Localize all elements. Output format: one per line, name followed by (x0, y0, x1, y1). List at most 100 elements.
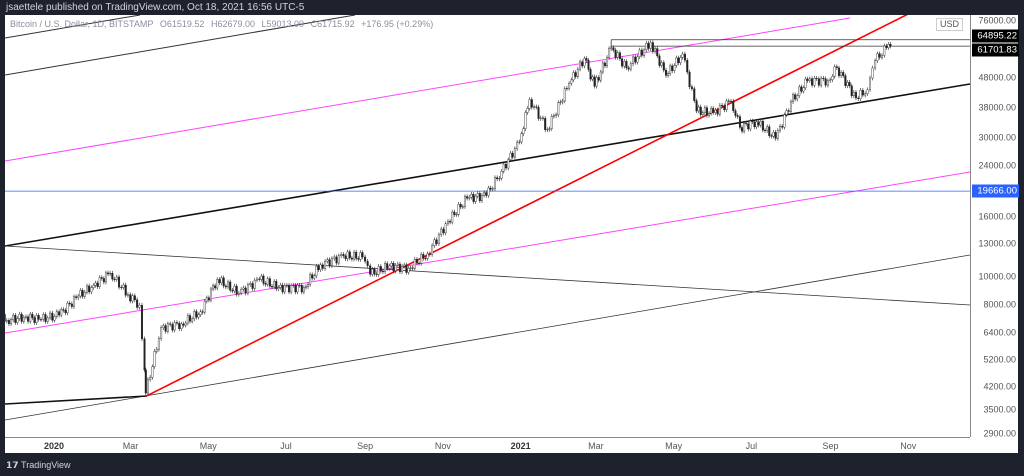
candle-body (603, 62, 606, 67)
candle-body (766, 126, 769, 131)
candle-body (474, 195, 477, 202)
candle-body (180, 323, 183, 330)
candle-body (840, 72, 843, 76)
candle-body (541, 117, 544, 119)
candle-body (636, 56, 639, 63)
candle-body (871, 67, 874, 79)
candle-body (366, 261, 369, 267)
candle-body (266, 278, 269, 285)
candle-body (829, 79, 832, 81)
candle-body (593, 76, 596, 87)
price-tick-label: 8000.00 (983, 299, 1016, 310)
candle-body (131, 295, 134, 302)
candle-body (606, 57, 609, 67)
candle-body (205, 297, 208, 302)
chart-pane[interactable] (5, 15, 1018, 453)
candle-body (850, 85, 853, 97)
candle-body (433, 239, 436, 246)
candle-body (683, 53, 686, 61)
candle-body (285, 284, 288, 286)
candle-body (262, 275, 265, 284)
candle-body (222, 277, 225, 287)
publish-info: jsaettele published on TradingView.com, … (6, 2, 305, 13)
candle-body (398, 263, 401, 272)
candle-body (184, 322, 187, 326)
candle-body (319, 264, 322, 270)
candle-body (579, 61, 582, 70)
price-tick-label: 10000.00 (978, 271, 1016, 282)
candle-body (667, 73, 670, 76)
candle-body (654, 48, 657, 52)
candle-body (249, 283, 252, 285)
candle-body (808, 78, 811, 81)
candle-body (745, 122, 748, 125)
candle-body (294, 285, 297, 293)
candle-body (186, 315, 189, 324)
black-trendline (5, 83, 970, 247)
price-tag-61701.83: 61701.83 (972, 43, 1019, 57)
candle-body (526, 108, 529, 113)
candle-body (220, 277, 223, 284)
candle-body (669, 65, 672, 74)
candle-body (326, 259, 329, 262)
candle-body (721, 105, 724, 107)
candle-body (62, 309, 65, 311)
candle-body (212, 285, 215, 290)
candle-body (675, 57, 678, 66)
candle-body (384, 263, 387, 272)
candle-body (757, 121, 760, 126)
candle-body (233, 285, 236, 292)
time-tick-label: Nov (900, 441, 917, 451)
candle-body (662, 62, 665, 71)
candle-body (162, 325, 165, 328)
candle-body (444, 223, 447, 234)
candle-body (772, 132, 775, 137)
candle-body (764, 129, 767, 131)
candle-body (638, 49, 641, 58)
candle-body (394, 265, 397, 272)
candle-body (151, 366, 154, 378)
candle-body (817, 78, 820, 86)
candle-body (658, 55, 661, 66)
candle-body (616, 52, 619, 58)
candle-body (55, 311, 58, 317)
candle-body (869, 77, 872, 90)
candle-body (437, 234, 440, 244)
candle-body (216, 279, 219, 289)
price-axis[interactable]: 76000.00 48000.00 38000.00 30000.00 24000.00… (970, 15, 1019, 438)
candle-body (264, 283, 267, 285)
red-trendline (145, 15, 908, 398)
candle-body (555, 114, 558, 116)
candle-body (478, 193, 481, 201)
time-axis[interactable]: 2020 Mar May Jul Sep Nov 2021 Mar May Jul Sep Nov (5, 437, 970, 454)
brand-label: TradingView (21, 460, 71, 470)
candle-body (415, 259, 418, 264)
candle-body (502, 163, 505, 172)
time-tick-label: May (665, 441, 683, 451)
candle-body (359, 252, 362, 260)
price-tick-label: 38000.00 (978, 102, 1016, 113)
candle-body (774, 132, 777, 139)
candle-body (83, 292, 86, 297)
candle-body (197, 314, 200, 318)
candle-body (533, 106, 536, 108)
time-tick-label: Sep (822, 441, 839, 451)
candle-body (507, 159, 510, 169)
candle-body (842, 72, 845, 76)
candle-body (535, 106, 538, 108)
candle-body (201, 311, 204, 313)
symbol-name[interactable]: Bitcoin / U.S. Dollar, 1D, BITSTAMP (10, 19, 154, 29)
candle-body (743, 122, 746, 132)
tradingview-footer[interactable]: 𝟭𝟳 TradingView (6, 460, 71, 471)
time-tick-label: Nov (434, 441, 451, 451)
candle-body (5, 320, 8, 322)
price-tick-label: 6400.00 (983, 327, 1016, 338)
candle-body (277, 287, 280, 290)
candle-body (537, 106, 540, 119)
candle-body (344, 255, 347, 259)
candle-body (493, 177, 496, 189)
candle-body (833, 66, 836, 77)
price-tag-64895.22: 64895.22 (972, 29, 1019, 43)
currency-label[interactable]: USD (936, 18, 964, 31)
